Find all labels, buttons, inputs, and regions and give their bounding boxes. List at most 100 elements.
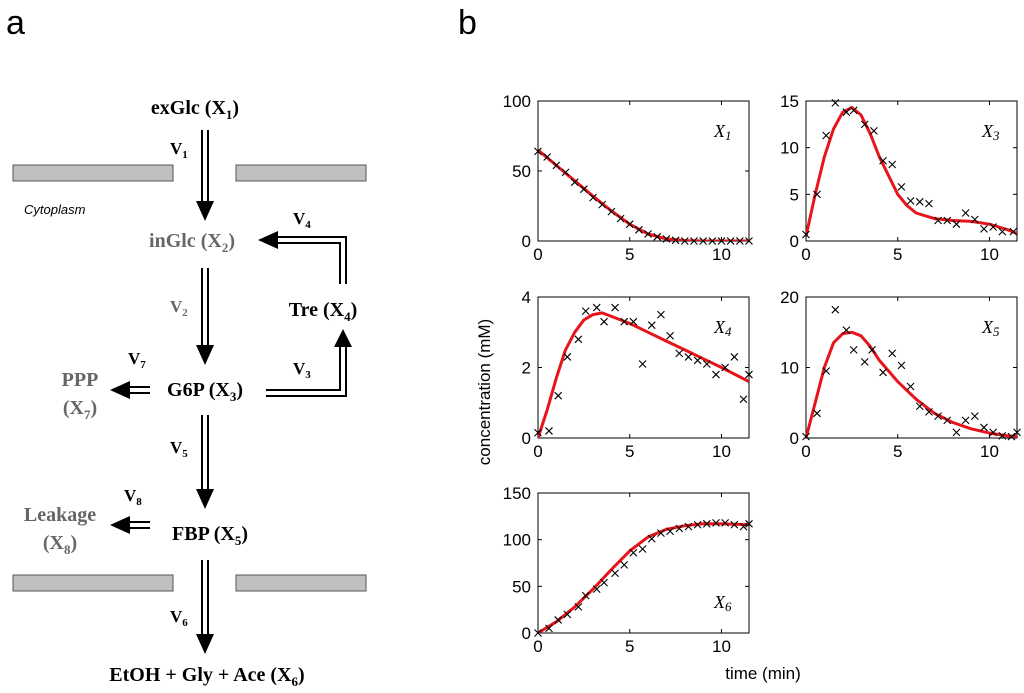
y-tick-label: 10 bbox=[780, 359, 799, 378]
data-point-marker bbox=[620, 560, 629, 569]
data-point-marker bbox=[934, 412, 942, 421]
data-point-marker bbox=[802, 432, 810, 441]
data-point-marker bbox=[943, 216, 952, 225]
data-point-marker bbox=[644, 230, 652, 238]
membrane-left-bottom bbox=[12, 574, 174, 592]
arrow-v4-line-b bbox=[276, 236, 347, 284]
data-point-marker bbox=[552, 161, 561, 170]
data-point-marker bbox=[675, 349, 684, 358]
x-tick-label: 5 bbox=[893, 245, 902, 264]
data-point-marker bbox=[726, 237, 735, 245]
x-tick-label: 0 bbox=[533, 442, 542, 461]
data-point-marker bbox=[849, 345, 858, 354]
data-point-marker bbox=[620, 317, 629, 326]
data-point-marker bbox=[925, 199, 933, 208]
data-point-marker bbox=[730, 353, 739, 361]
data-point-marker bbox=[657, 529, 665, 538]
x-tick-label: 10 bbox=[980, 442, 999, 461]
data-point-marker bbox=[574, 602, 583, 611]
data-point-marker bbox=[822, 131, 831, 140]
x-tick-label: 0 bbox=[801, 442, 810, 461]
data-point-marker bbox=[888, 349, 897, 358]
data-point-marker bbox=[868, 345, 876, 354]
data-point-marker bbox=[879, 368, 887, 377]
data-point-marker bbox=[702, 360, 711, 368]
data-point-marker bbox=[860, 120, 869, 129]
data-point-marker bbox=[849, 106, 858, 115]
membrane-left-top bbox=[12, 164, 174, 182]
model-fit-line bbox=[806, 106, 1017, 237]
data-point-marker bbox=[980, 423, 988, 432]
data-point-marker bbox=[998, 227, 1007, 236]
data-point-marker bbox=[680, 237, 689, 245]
plot-frame bbox=[537, 100, 750, 242]
node-x4: Tre (X4) bbox=[289, 299, 358, 324]
data-point-marker bbox=[534, 147, 542, 156]
data-point-marker bbox=[611, 303, 619, 312]
data-point-marker bbox=[690, 237, 698, 245]
data-point-marker bbox=[970, 215, 979, 224]
y-tick-label: 0 bbox=[522, 232, 531, 251]
data-point-marker bbox=[607, 207, 616, 216]
node-x5: FBP (X5) bbox=[172, 523, 248, 548]
data-point-marker bbox=[879, 156, 887, 165]
series-label: X6 bbox=[713, 592, 732, 614]
series-label: X1 bbox=[713, 121, 732, 143]
data-point-marker bbox=[712, 518, 720, 527]
data-point-marker bbox=[1007, 432, 1016, 441]
arrowhead-v2 bbox=[196, 345, 214, 365]
arrowhead-v8 bbox=[110, 516, 130, 534]
reaction-arrows bbox=[128, 130, 347, 636]
data-point-marker bbox=[657, 310, 665, 319]
x-tick-label: 5 bbox=[893, 442, 902, 461]
x-tick-label: 10 bbox=[712, 637, 731, 656]
arrow-heads bbox=[110, 201, 352, 654]
arrowhead-v4 bbox=[258, 231, 278, 249]
plot-frame bbox=[805, 296, 1018, 439]
data-point-marker bbox=[693, 356, 702, 365]
rate-v7: V7 bbox=[128, 349, 146, 371]
rate-v3: V3 bbox=[293, 359, 311, 381]
data-point-marker bbox=[647, 321, 656, 330]
data-point-marker bbox=[545, 624, 553, 633]
data-point-marker bbox=[592, 585, 601, 594]
data-point-marker bbox=[563, 353, 572, 361]
data-point-marker bbox=[684, 522, 693, 531]
data-point-marker bbox=[989, 428, 998, 437]
panel-b-label: b bbox=[458, 4, 477, 42]
data-point-marker bbox=[570, 178, 579, 187]
data-point-marker bbox=[813, 409, 821, 418]
node-x3: G6P (X3) bbox=[167, 379, 243, 404]
data-point-marker bbox=[545, 427, 553, 435]
data-point-marker bbox=[534, 629, 542, 637]
data-point-marker bbox=[721, 518, 730, 527]
data-point-marker bbox=[708, 237, 717, 245]
data-point-marker bbox=[735, 237, 744, 245]
cytoplasm-label: Cytoplasm bbox=[24, 202, 86, 217]
y-tick-label: 2 bbox=[522, 359, 531, 378]
membrane-right-top bbox=[235, 164, 367, 182]
y-tick-label: 50 bbox=[512, 577, 531, 596]
data-point-marker bbox=[739, 522, 748, 531]
data-point-marker bbox=[934, 216, 942, 225]
data-point-marker bbox=[952, 428, 961, 437]
data-point-marker bbox=[980, 224, 988, 233]
panel-a: a Cytoplasm exGlc (X1) inGlc (X2) G6P (X… bbox=[6, 4, 367, 689]
data-point-marker bbox=[534, 428, 542, 437]
y-tick-label: 0 bbox=[790, 232, 799, 251]
data-point-marker bbox=[925, 408, 933, 416]
x-tick-label: 10 bbox=[712, 245, 731, 264]
rate-v5: V5 bbox=[170, 438, 188, 460]
data-point-marker bbox=[989, 223, 998, 231]
data-point-marker bbox=[730, 520, 739, 529]
data-point-marker bbox=[635, 225, 643, 234]
data-point-marker bbox=[802, 230, 810, 239]
data-point-marker bbox=[561, 168, 570, 177]
data-point-marker bbox=[675, 524, 684, 533]
data-point-marker bbox=[638, 360, 647, 368]
y-tick-label: 150 bbox=[503, 484, 531, 503]
x-tick-label: 0 bbox=[533, 245, 542, 264]
data-point-marker bbox=[554, 616, 563, 624]
plot-x4: 0 5 10 0 2 4 X4 bbox=[522, 288, 753, 461]
data-point-marker bbox=[860, 357, 869, 366]
